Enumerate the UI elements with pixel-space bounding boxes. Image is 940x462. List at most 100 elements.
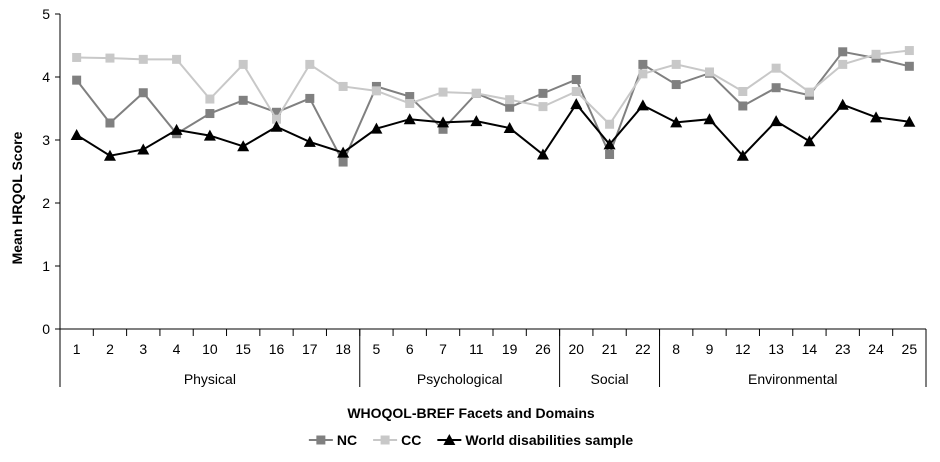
- x-tick-label: 2: [106, 341, 114, 357]
- data-point: [571, 86, 581, 96]
- data-point: [470, 115, 483, 127]
- legend: NC CC World disabilities sample: [308, 432, 633, 448]
- data-point: [205, 109, 215, 119]
- data-point: [370, 122, 383, 134]
- x-tick-label: 21: [602, 341, 618, 357]
- data-point: [437, 116, 450, 128]
- x-tick-label: 5: [373, 341, 381, 357]
- data-point: [670, 116, 683, 128]
- x-tick-label: 18: [335, 341, 351, 357]
- data-point: [671, 80, 681, 90]
- y-tick-label: 5: [42, 6, 50, 22]
- group-label: Psychological: [417, 371, 503, 387]
- data-point: [771, 83, 781, 93]
- data-point: [538, 88, 548, 98]
- x-tick-label: 25: [902, 341, 918, 357]
- data-point: [538, 102, 548, 112]
- series-line: [76, 102, 910, 158]
- data-point: [570, 98, 583, 110]
- group-label: Physical: [184, 371, 236, 387]
- x-axis-title: WHOQOL-BREF Facets and Domains: [347, 405, 595, 421]
- group-label: Environmental: [748, 371, 838, 387]
- data-point: [103, 149, 116, 161]
- data-point: [836, 98, 849, 110]
- data-point: [605, 119, 615, 129]
- data-point: [70, 128, 83, 140]
- data-point: [770, 115, 783, 127]
- x-tick-label: 26: [535, 341, 551, 357]
- data-point: [405, 92, 415, 102]
- data-point: [405, 98, 415, 108]
- x-tick-label: 19: [502, 341, 518, 357]
- y-tick-label: 4: [42, 69, 50, 85]
- legend-item: NC: [308, 432, 357, 448]
- x-tick-label: 20: [568, 341, 584, 357]
- x-tick-label: 16: [269, 341, 285, 357]
- data-point: [803, 135, 816, 147]
- data-point: [804, 87, 814, 97]
- legend-label: World disabilities sample: [465, 432, 633, 448]
- legend-label: CC: [401, 432, 421, 448]
- data-point: [703, 113, 716, 125]
- data-point: [636, 99, 649, 111]
- data-point: [638, 69, 648, 79]
- x-tick-label: 14: [802, 341, 818, 357]
- data-point: [603, 138, 616, 150]
- x-tick-label: 6: [406, 341, 414, 357]
- data-point: [605, 149, 615, 159]
- x-tick-label: 7: [439, 341, 447, 357]
- legend-marker: [316, 435, 326, 445]
- data-point: [736, 149, 749, 161]
- data-point: [904, 61, 914, 71]
- x-tick-label: 23: [835, 341, 851, 357]
- legend-item: CC: [373, 432, 421, 448]
- data-point: [904, 46, 914, 56]
- data-point: [305, 93, 315, 103]
- data-point: [471, 88, 481, 98]
- y-tick-label: 0: [42, 321, 50, 337]
- data-point: [438, 124, 448, 134]
- series-lines: [70, 46, 916, 167]
- x-tick-label: 10: [202, 341, 218, 357]
- x-tick-label: 13: [768, 341, 784, 357]
- y-tick-label: 3: [42, 132, 50, 148]
- data-point: [72, 75, 82, 85]
- data-point: [337, 146, 350, 158]
- data-point: [238, 95, 248, 105]
- data-point: [838, 59, 848, 69]
- data-point: [771, 63, 781, 73]
- legend-marker: [443, 434, 456, 445]
- x-tick-label: 22: [635, 341, 651, 357]
- series-line: [75, 50, 910, 165]
- legend-label: NC: [337, 432, 357, 448]
- data-point: [503, 122, 516, 134]
- y-tick-label: 1: [42, 258, 50, 274]
- legend-marker: [380, 435, 390, 445]
- data-point: [536, 148, 549, 160]
- data-point: [671, 59, 681, 69]
- data-point: [338, 157, 348, 167]
- data-point: [705, 67, 714, 77]
- data-point: [272, 114, 281, 124]
- x-tick-label: 3: [139, 341, 147, 357]
- data-point: [871, 49, 881, 59]
- y-tick-label: 2: [42, 195, 50, 211]
- data-point: [403, 113, 416, 125]
- data-point: [170, 123, 183, 135]
- data-point: [138, 54, 148, 64]
- data-point: [138, 88, 148, 98]
- y-axis-title: Mean HRQOL Score: [9, 131, 25, 264]
- series-2: [70, 98, 916, 161]
- data-point: [238, 59, 248, 69]
- x-tick-label: 1: [73, 341, 81, 357]
- x-tick-label: 17: [302, 341, 318, 357]
- x-tick-label: 11: [469, 341, 484, 357]
- legend-item: World disabilities sample: [437, 432, 633, 448]
- x-tick-label: 24: [868, 341, 884, 357]
- x-tick-label: 4: [173, 341, 181, 357]
- data-point: [105, 53, 115, 63]
- x-tick-label: 9: [706, 341, 714, 357]
- series-1: [72, 46, 914, 129]
